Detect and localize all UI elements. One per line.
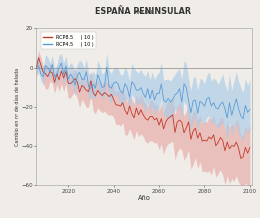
Title: ANUAL: ANUAL — [134, 10, 155, 15]
Y-axis label: Cambio en nº de días de helada: Cambio en nº de días de helada — [15, 68, 20, 146]
Legend: RCP8.5     ( 10 ), RCP4.5     ( 10 ): RCP8.5 ( 10 ), RCP4.5 ( 10 ) — [41, 32, 96, 49]
X-axis label: Año: Año — [138, 195, 151, 201]
Text: ESPAÑA PENINSULAR: ESPAÑA PENINSULAR — [95, 7, 191, 15]
